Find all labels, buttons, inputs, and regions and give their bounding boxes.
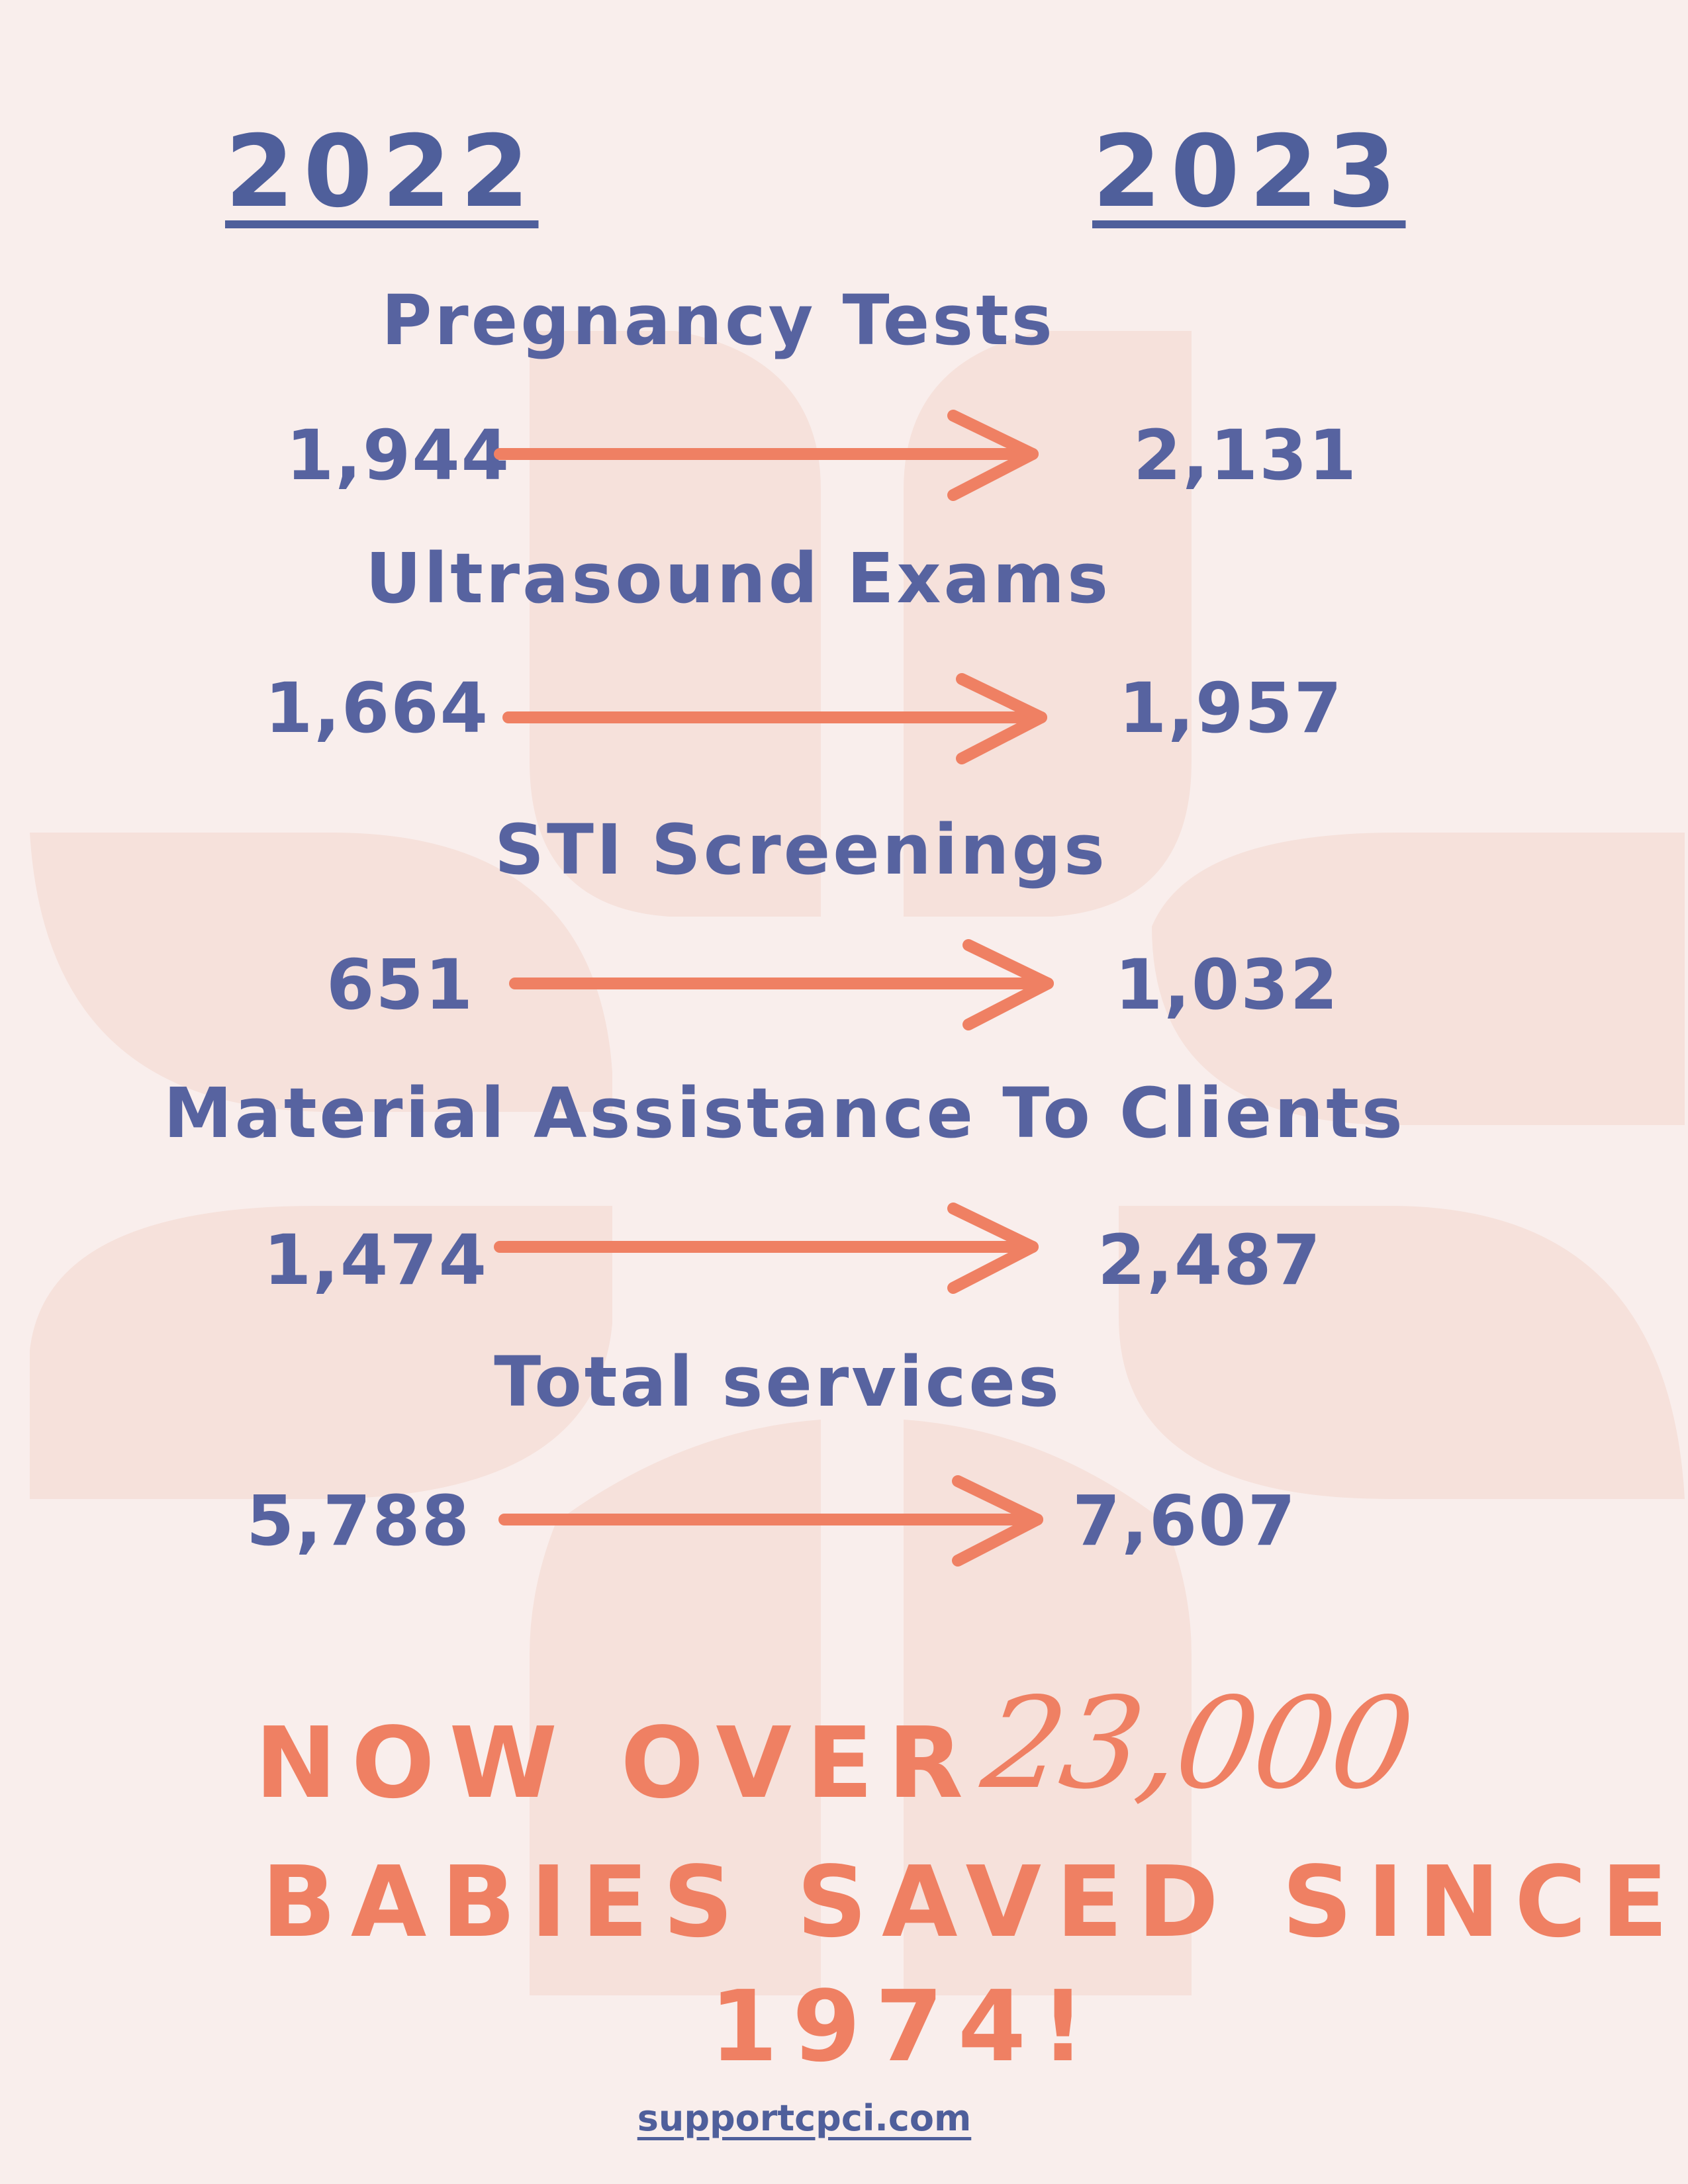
arrow-icon (494, 1203, 1039, 1294)
stat-label-total-services: Total services (494, 1342, 1062, 1422)
stat-from-material-assistance: 1,474 (263, 1220, 488, 1300)
summary-line-3: 1974! (710, 1970, 1100, 2083)
stat-from-ultrasound-exams: 1,664 (265, 668, 489, 749)
stat-label-sti-screenings: STI Screenings (494, 809, 1107, 890)
website-link[interactable]: supportcpci.com (637, 2097, 972, 2139)
arrow-icon (498, 1475, 1043, 1567)
stat-from-total-services: 5,788 (246, 1480, 471, 1561)
stat-from-sti-screenings: 651 (326, 944, 475, 1025)
stat-label-pregnancy-tests: Pregnancy Tests (381, 280, 1055, 361)
stat-to-ultrasound-exams: 1,957 (1119, 668, 1343, 749)
year-from-heading: 2022 (225, 114, 539, 230)
summary-line-2: BABIES SAVED SINCE (261, 1845, 1683, 1959)
stat-label-material-assistance: Material Assistance To Clients (164, 1073, 1405, 1154)
stat-to-sti-screenings: 1,032 (1115, 944, 1339, 1025)
summary-prefix: NOW OVER (255, 1706, 978, 1820)
stat-to-material-assistance: 2,487 (1098, 1220, 1322, 1300)
stat-from-pregnancy-tests: 1,944 (286, 415, 510, 496)
arrow-icon (509, 939, 1054, 1030)
arrow-icon (494, 410, 1039, 501)
summary-highlight-number: 23,000 (974, 1670, 1420, 1817)
stat-label-ultrasound-exams: Ultrasound Exams (365, 538, 1111, 619)
arrow-icon (502, 673, 1047, 764)
stat-to-pregnancy-tests: 2,131 (1133, 415, 1358, 496)
stat-to-total-services: 7,607 (1072, 1480, 1297, 1561)
year-to-heading: 2023 (1092, 114, 1406, 230)
